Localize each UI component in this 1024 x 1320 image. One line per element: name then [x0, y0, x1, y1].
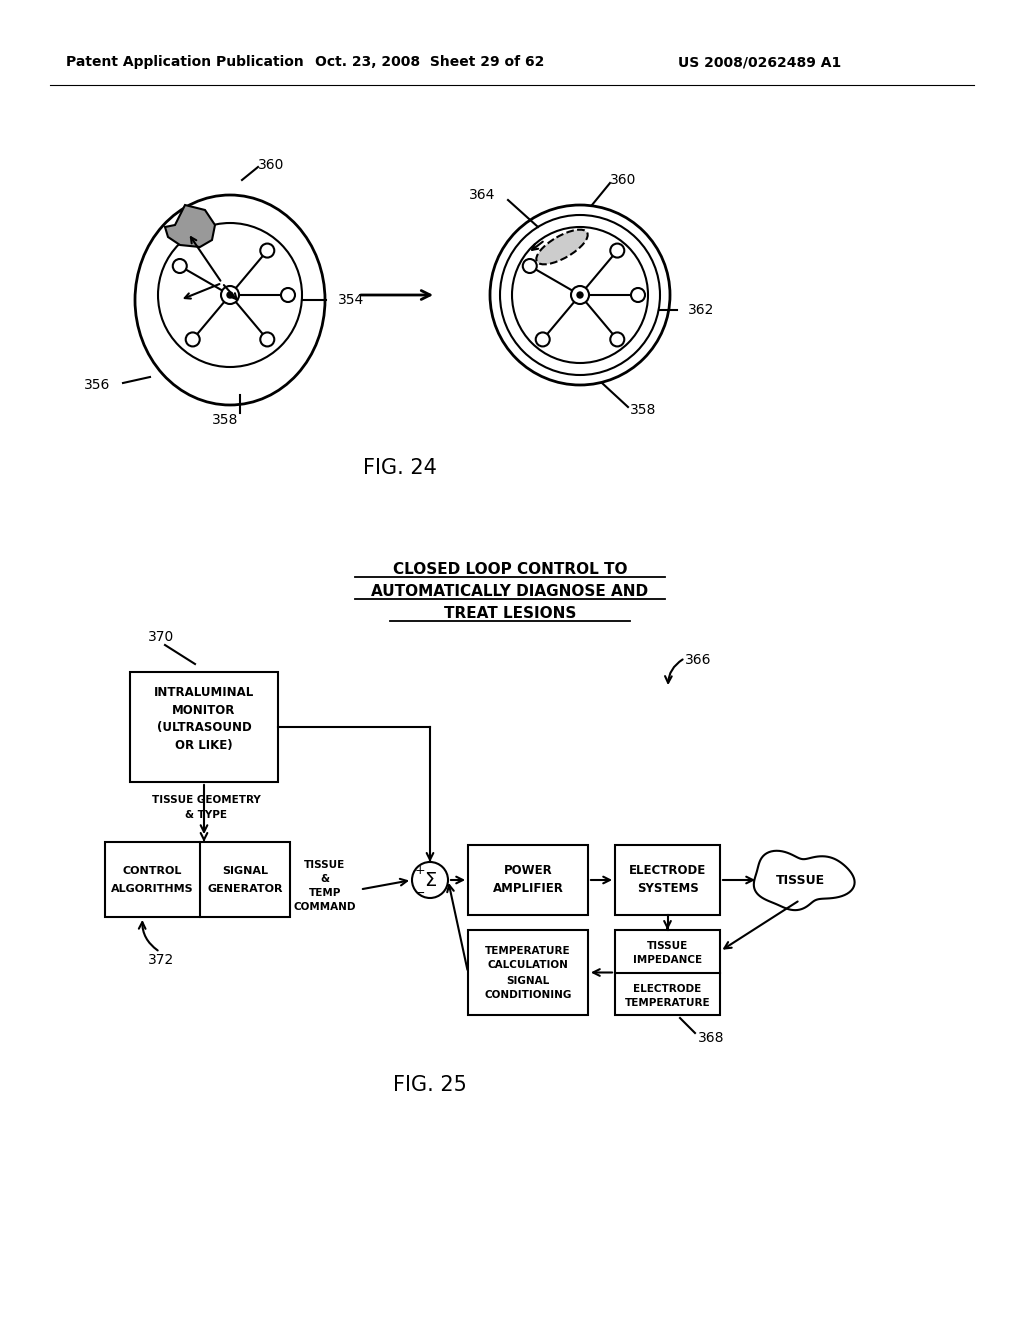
- Circle shape: [260, 244, 274, 257]
- Text: SYSTEMS: SYSTEMS: [637, 883, 698, 895]
- Text: Patent Application Publication: Patent Application Publication: [67, 55, 304, 69]
- Text: FIG. 24: FIG. 24: [364, 458, 437, 478]
- Text: 366: 366: [685, 653, 712, 667]
- Text: & TYPE: & TYPE: [185, 810, 227, 820]
- Text: 370: 370: [148, 630, 174, 644]
- Circle shape: [610, 333, 625, 346]
- Bar: [468, 845, 588, 915]
- Text: SIGNAL: SIGNAL: [222, 866, 268, 875]
- Text: SIGNAL: SIGNAL: [507, 975, 550, 986]
- Circle shape: [512, 227, 648, 363]
- Circle shape: [500, 215, 660, 375]
- Text: OR LIKE): OR LIKE): [175, 739, 232, 752]
- Ellipse shape: [537, 230, 588, 264]
- Text: TISSUE GEOMETRY: TISSUE GEOMETRY: [152, 795, 260, 805]
- Text: Oct. 23, 2008  Sheet 29 of 62: Oct. 23, 2008 Sheet 29 of 62: [315, 55, 545, 69]
- Circle shape: [185, 333, 200, 346]
- Circle shape: [221, 286, 239, 304]
- Bar: [130, 672, 278, 781]
- Ellipse shape: [135, 195, 325, 405]
- Text: Σ: Σ: [424, 870, 436, 890]
- Text: 362: 362: [688, 304, 715, 317]
- Circle shape: [173, 259, 186, 273]
- Text: 372: 372: [148, 953, 174, 968]
- Bar: [615, 845, 720, 915]
- Text: GENERATOR: GENERATOR: [207, 883, 283, 894]
- Text: CONTROL: CONTROL: [123, 866, 182, 875]
- Circle shape: [412, 862, 449, 898]
- Text: CALCULATION: CALCULATION: [487, 960, 568, 969]
- Text: ELECTRODE: ELECTRODE: [629, 865, 707, 878]
- Circle shape: [571, 286, 589, 304]
- Text: TISSUE: TISSUE: [775, 874, 824, 887]
- Circle shape: [158, 223, 302, 367]
- Text: CONDITIONING: CONDITIONING: [484, 990, 571, 999]
- Text: 356: 356: [84, 378, 110, 392]
- Text: COMMAND: COMMAND: [294, 903, 356, 912]
- Text: POWER: POWER: [504, 865, 552, 878]
- Text: US 2008/0262489 A1: US 2008/0262489 A1: [678, 55, 842, 69]
- Text: INTRALUMINAL: INTRALUMINAL: [154, 685, 254, 698]
- Text: 358: 358: [630, 403, 656, 417]
- Text: +: +: [415, 863, 425, 876]
- Circle shape: [536, 333, 550, 346]
- Text: 354: 354: [338, 293, 365, 308]
- Text: TEMP: TEMP: [309, 888, 341, 899]
- Text: &: &: [321, 874, 330, 884]
- Text: ALGORITHMS: ALGORITHMS: [112, 883, 194, 894]
- Text: 360: 360: [610, 173, 636, 187]
- Text: TEMPERATURE: TEMPERATURE: [485, 945, 570, 956]
- Circle shape: [281, 288, 295, 302]
- Circle shape: [610, 244, 625, 257]
- Text: (ULTRASOUND: (ULTRASOUND: [157, 722, 251, 734]
- Text: 368: 368: [698, 1031, 725, 1045]
- Circle shape: [577, 292, 583, 298]
- Text: CLOSED LOOP CONTROL TO: CLOSED LOOP CONTROL TO: [393, 562, 628, 578]
- Text: MONITOR: MONITOR: [172, 704, 236, 717]
- Circle shape: [523, 259, 537, 273]
- Polygon shape: [754, 851, 855, 911]
- Text: TREAT LESIONS: TREAT LESIONS: [443, 606, 577, 622]
- Bar: [105, 842, 290, 917]
- Text: 364: 364: [469, 187, 495, 202]
- Text: FIG. 25: FIG. 25: [393, 1074, 467, 1096]
- Bar: [468, 931, 588, 1015]
- Text: IMPEDANCE: IMPEDANCE: [633, 956, 702, 965]
- Text: TISSUE: TISSUE: [304, 861, 346, 870]
- Bar: [615, 931, 720, 1015]
- Text: −: −: [415, 887, 425, 899]
- Text: TISSUE: TISSUE: [647, 941, 688, 952]
- Text: AUTOMATICALLY DIAGNOSE AND: AUTOMATICALLY DIAGNOSE AND: [372, 585, 648, 599]
- Circle shape: [227, 292, 233, 298]
- Text: ELECTRODE: ELECTRODE: [634, 983, 701, 994]
- Circle shape: [490, 205, 670, 385]
- Polygon shape: [165, 205, 215, 247]
- Text: 358: 358: [212, 413, 239, 426]
- Text: AMPLIFIER: AMPLIFIER: [493, 883, 563, 895]
- Circle shape: [631, 288, 645, 302]
- Text: 360: 360: [258, 158, 285, 172]
- Text: TEMPERATURE: TEMPERATURE: [625, 998, 711, 1007]
- Circle shape: [260, 333, 274, 346]
